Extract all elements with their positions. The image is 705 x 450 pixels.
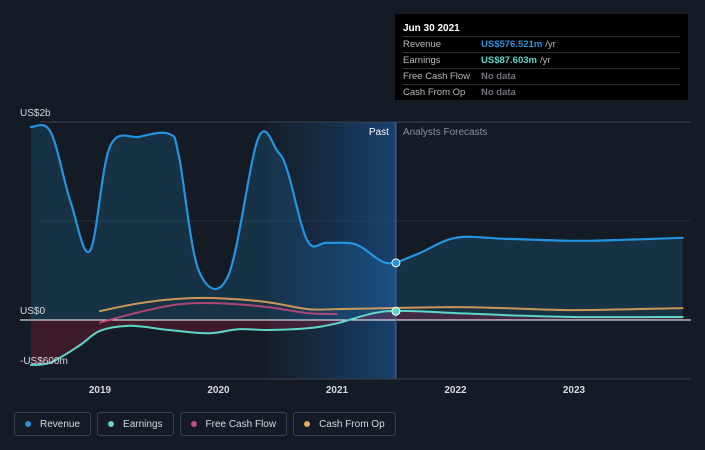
y-tick-label: US$0 bbox=[20, 306, 45, 317]
y-tick-label: US$2b bbox=[20, 108, 51, 119]
free-cash-flow-line bbox=[99, 301, 338, 324]
tooltip-unit: /yr bbox=[545, 39, 556, 50]
legend-label: Revenue bbox=[40, 418, 81, 430]
tooltip-date: Jun 30 2021 bbox=[403, 21, 680, 37]
tooltip-label: Revenue bbox=[403, 39, 442, 50]
data-tooltip: Jun 30 2021 Revenue US$576.521m /yr Earn… bbox=[395, 14, 688, 100]
earnings-marker bbox=[391, 306, 401, 316]
earnings-line bbox=[29, 309, 684, 366]
cash-from-op-line bbox=[99, 296, 684, 313]
legend-dot-icon bbox=[304, 421, 311, 427]
x-tick-label: 2023 bbox=[563, 385, 586, 396]
tooltip-label: Cash From Op bbox=[403, 87, 466, 98]
revenue-marker bbox=[391, 258, 401, 268]
tooltip-unit: /yr bbox=[539, 55, 551, 66]
tooltip-row-free-cash-flow: Free Cash Flow No data bbox=[403, 69, 680, 85]
chart-legend: Revenue Earnings Free Cash Flow Cash Fro… bbox=[14, 412, 396, 436]
tooltip-value: US$87.603m bbox=[481, 55, 537, 66]
legend-label: Free Cash Flow bbox=[205, 418, 277, 430]
x-tick-label: 2021 bbox=[326, 385, 349, 396]
x-tick-label: 2019 bbox=[89, 385, 112, 396]
revenue-area bbox=[30, 125, 683, 320]
tooltip-value: US$576.521m bbox=[481, 39, 543, 50]
x-tick-label: 2020 bbox=[207, 385, 230, 396]
legend-dot-icon bbox=[190, 421, 197, 427]
y-tick-label: -US$600m bbox=[20, 356, 68, 367]
legend-cash-from-op-button[interactable]: Cash From Op bbox=[293, 412, 396, 436]
tooltip-label: Free Cash Flow bbox=[403, 71, 471, 82]
tooltip-value: No data bbox=[481, 71, 516, 82]
revenue-line bbox=[29, 124, 684, 290]
forecast-label: Analysts Forecasts bbox=[403, 127, 487, 138]
legend-earnings-button[interactable]: Earnings bbox=[97, 412, 174, 436]
tooltip-row-revenue: Revenue US$576.521m /yr bbox=[403, 37, 680, 53]
legend-label: Cash From Op bbox=[319, 418, 385, 430]
earnings-area bbox=[30, 310, 683, 365]
past-region-band bbox=[267, 122, 396, 379]
legend-free-cash-flow-button[interactable]: Free Cash Flow bbox=[179, 412, 288, 436]
past-label: Past bbox=[369, 127, 389, 138]
tooltip-value: No data bbox=[481, 87, 516, 98]
tooltip-label: Earnings bbox=[403, 55, 441, 66]
legend-dot-icon bbox=[25, 421, 31, 427]
legend-revenue-button[interactable]: Revenue bbox=[14, 412, 92, 436]
tooltip-row-earnings: Earnings US$87.603m /yr bbox=[403, 53, 680, 69]
legend-dot-icon bbox=[108, 421, 115, 427]
tooltip-row-cash-from-op: Cash From Op No data bbox=[403, 85, 680, 100]
legend-label: Earnings bbox=[123, 418, 163, 430]
x-tick-label: 2022 bbox=[444, 385, 467, 396]
